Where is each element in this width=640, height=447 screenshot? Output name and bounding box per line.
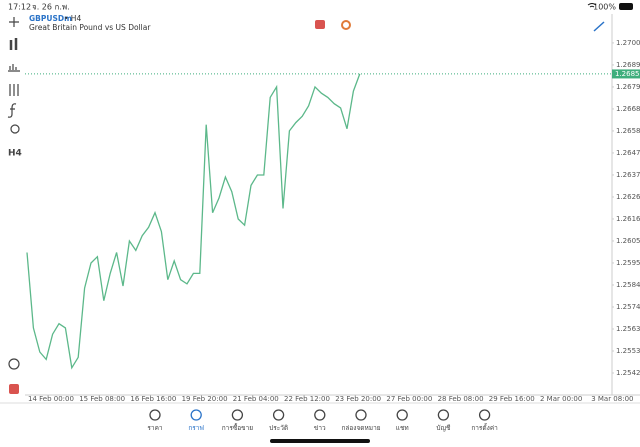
- price-line: [26, 73, 361, 370]
- y-tick-label: 1.26265: [616, 193, 640, 201]
- crosshair-icon[interactable]: [9, 17, 19, 27]
- wifi-icon: [587, 3, 597, 8]
- x-tick-label: 22 Feb 12:00: [284, 395, 330, 403]
- status-time: 17:12: [8, 3, 31, 12]
- nav-icon[interactable]: [437, 409, 450, 421]
- nav-icon[interactable]: [190, 409, 202, 421]
- last-price-label: 1.26852: [615, 70, 640, 78]
- nav-label[interactable]: บัญชี: [436, 424, 451, 432]
- last-price-box: [612, 69, 640, 79]
- x-tick-label: 19 Feb 20:00: [182, 395, 228, 403]
- one-click-icon[interactable]: [315, 20, 325, 29]
- battery-icon: [619, 3, 633, 10]
- x-tick-label: 28 Feb 08:00: [438, 395, 484, 403]
- zoom-icon[interactable]: [8, 358, 20, 370]
- x-tick-label: 16 Feb 16:00: [130, 395, 176, 403]
- nav-label[interactable]: ราคา: [147, 424, 162, 432]
- left-toolbar: [7, 17, 20, 370]
- y-tick-label: 1.27000: [616, 39, 640, 47]
- nav-icon[interactable]: [396, 409, 408, 421]
- y-tick-label: 1.26160: [616, 215, 640, 223]
- y-tick-label: 1.25950: [616, 259, 640, 267]
- y-tick-label: 1.26580: [616, 127, 640, 135]
- nav-icon[interactable]: [231, 409, 244, 421]
- nav-label[interactable]: กราฟ: [188, 424, 204, 432]
- signal-icon[interactable]: [341, 20, 351, 30]
- y-tick-label: 1.26685: [616, 105, 640, 113]
- bars-icon[interactable]: [8, 64, 20, 72]
- x-tick-label: 27 Feb 00:00: [386, 395, 432, 403]
- nav-label[interactable]: การตั้งค่า: [471, 423, 498, 432]
- x-tick-label: 29 Feb 16:00: [489, 395, 535, 403]
- status-battery: 100%: [593, 3, 616, 12]
- nav-icon[interactable]: [478, 409, 491, 421]
- y-tick-label: 1.26055: [616, 237, 640, 245]
- nav-icon[interactable]: [149, 409, 161, 421]
- nav-icon[interactable]: [355, 409, 367, 421]
- y-tick-label: 1.26475: [616, 149, 640, 157]
- nav-label[interactable]: แชท: [396, 424, 409, 432]
- nav-label[interactable]: ประวัติ: [269, 424, 288, 432]
- symbol-description: Great Britain Pound vs US Dollar: [29, 23, 151, 32]
- app-icon[interactable]: [9, 384, 19, 394]
- objects-icon[interactable]: [10, 124, 20, 134]
- nav-label[interactable]: ข่าว: [314, 424, 326, 432]
- symbol-name: GBPUSDm: [29, 14, 72, 23]
- y-tick-label: 1.25845: [616, 281, 640, 289]
- x-tick-label: 14 Feb 00:00: [28, 395, 74, 403]
- home-indicator: [270, 439, 370, 443]
- trend-tool-icon[interactable]: [593, 21, 605, 32]
- toolbar-timeframe[interactable]: H4: [8, 149, 22, 159]
- x-tick-label: 21 Feb 04:00: [233, 395, 279, 403]
- y-tick-label: 1.26370: [616, 171, 640, 179]
- y-tick-label: 1.25530: [616, 347, 640, 355]
- function-icon[interactable]: [7, 103, 17, 118]
- y-tick-label: 1.25635: [616, 325, 640, 333]
- status-date: จ. 26 ก.พ.: [32, 3, 70, 12]
- x-tick-label: 15 Feb 08:00: [79, 395, 125, 403]
- y-tick-label: 1.25740: [616, 303, 640, 311]
- nav-label[interactable]: การซื้อขาย: [222, 423, 253, 432]
- y-tick-label: 1.25425: [616, 369, 640, 377]
- nav-label[interactable]: กล่องจดหมาย: [341, 424, 380, 432]
- indicators-icon[interactable]: [9, 84, 19, 96]
- x-tick-label: 3 Mar 08:00: [591, 395, 633, 403]
- nav-icon[interactable]: [272, 409, 285, 421]
- y-tick-label: 1.26790: [616, 83, 640, 91]
- x-tick-label: 2 Mar 00:00: [540, 395, 582, 403]
- y-tick-label: 1.26895: [616, 61, 640, 69]
- x-tick-label: 23 Feb 20:00: [335, 395, 381, 403]
- nav-icon[interactable]: [314, 409, 326, 421]
- symbol-timeframe: • H4: [64, 14, 81, 23]
- candles-icon[interactable]: [9, 38, 18, 50]
